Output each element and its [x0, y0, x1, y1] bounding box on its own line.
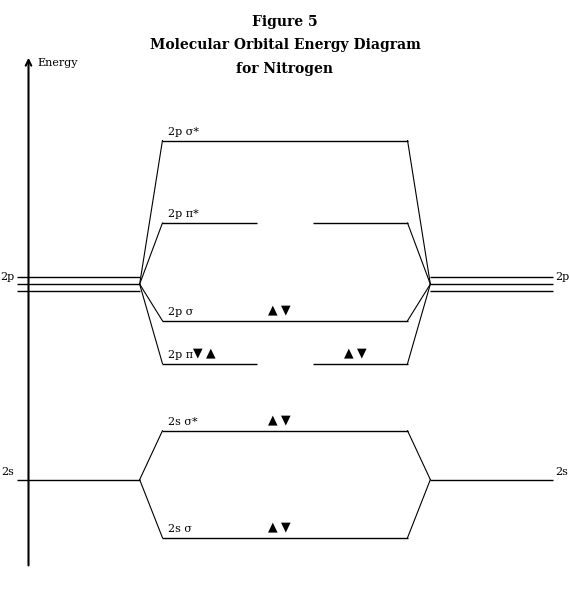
Text: 2p σ: 2p σ [168, 307, 194, 317]
Text: 2p: 2p [556, 272, 570, 282]
Text: ▲: ▲ [268, 521, 278, 533]
Text: ▲: ▲ [268, 304, 278, 316]
Text: 2p σ*: 2p σ* [168, 127, 199, 137]
Text: 2p π*: 2p π* [168, 210, 199, 219]
Text: Molecular Orbital Energy Diagram: Molecular Orbital Energy Diagram [149, 38, 421, 53]
Text: 2p π: 2p π [168, 350, 193, 360]
Text: ▲: ▲ [268, 414, 278, 426]
Text: 2s: 2s [556, 467, 569, 477]
Text: ▲: ▲ [206, 346, 215, 359]
Text: ▼: ▼ [280, 304, 290, 316]
Text: ▼: ▼ [357, 346, 367, 359]
Text: for Nitrogen: for Nitrogen [237, 62, 333, 76]
Text: ▲: ▲ [344, 346, 354, 359]
Text: Energy: Energy [37, 58, 78, 68]
Text: ▼: ▼ [280, 521, 290, 533]
Text: 2p: 2p [0, 272, 14, 282]
Text: 2s σ: 2s σ [168, 524, 192, 534]
Text: 2s: 2s [1, 467, 14, 477]
Text: ▼: ▼ [280, 414, 290, 426]
Text: 2s σ*: 2s σ* [168, 417, 198, 427]
Text: Figure 5: Figure 5 [252, 15, 318, 29]
Text: ▼: ▼ [193, 346, 203, 359]
